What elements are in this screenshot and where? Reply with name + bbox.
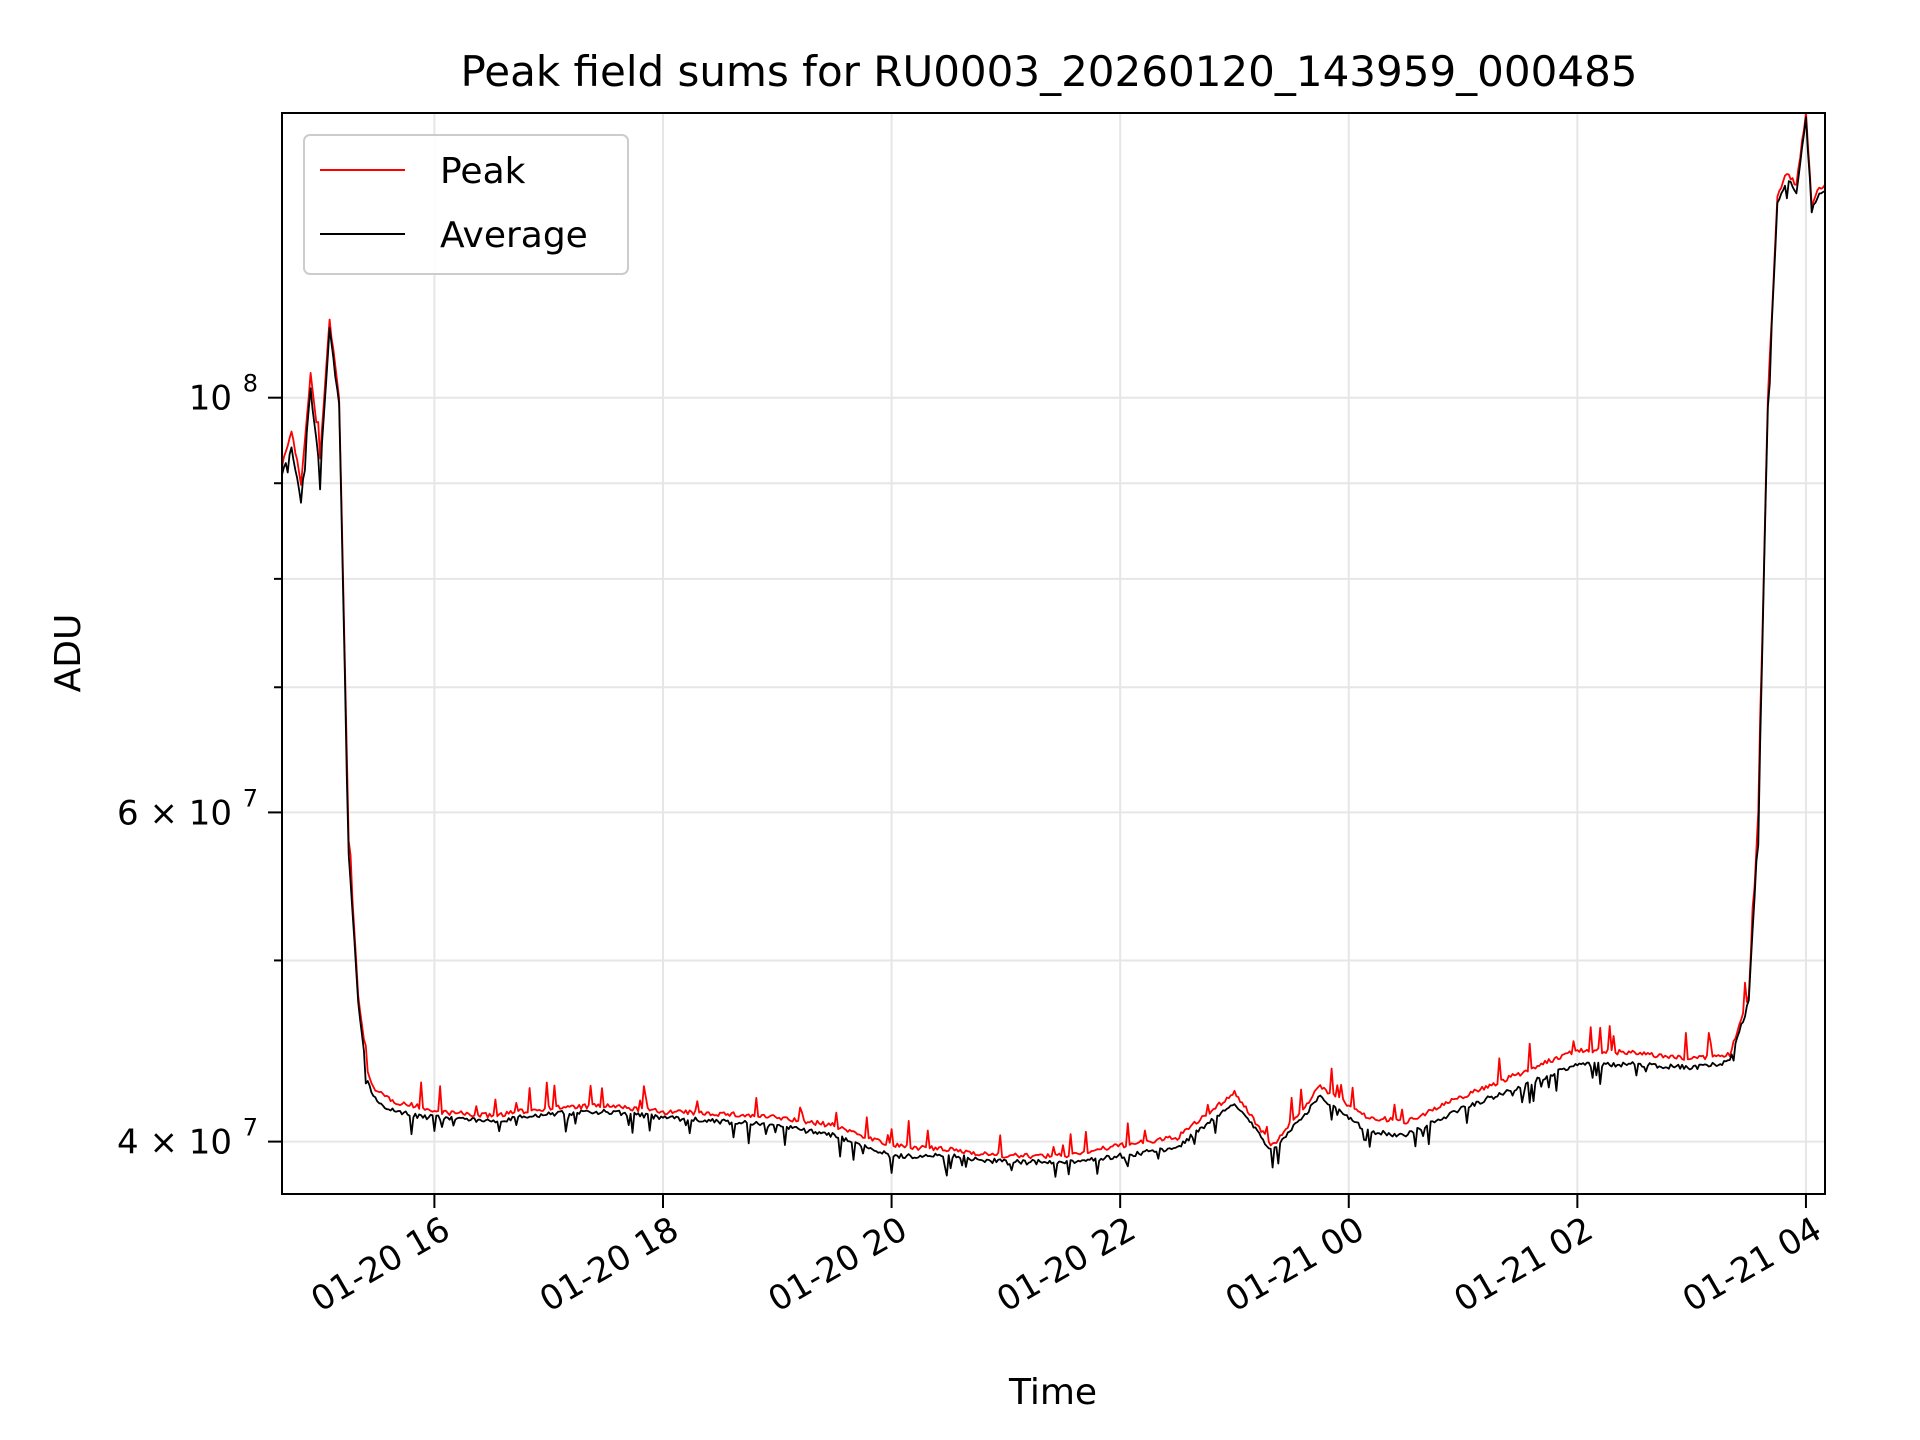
series-line-average (282, 116, 1825, 1178)
chart-title: Peak field sums for RU0003_20260120_1439… (460, 47, 1637, 96)
y-tick-label: 4 × 10 (117, 1123, 232, 1163)
y-tick-exponent: 7 (243, 784, 258, 812)
series-line-peak (282, 113, 1825, 1160)
y-tick-exponent: 8 (243, 370, 258, 398)
plot-area (282, 113, 1825, 1178)
y-tick-label: 6 × 10 (117, 793, 232, 833)
grid-lines (282, 113, 1825, 1194)
series-layer (282, 113, 1825, 1178)
legend: Peak Average (303, 134, 629, 275)
y-tick-label: 10 (189, 379, 232, 419)
axes-frame (281, 112, 1826, 1195)
y-axis-ticks: 4 × 10 7 6 × 10 7 10 8 (117, 370, 282, 1163)
legend-label-peak: Peak (440, 151, 526, 192)
x-axis-label: Time (1008, 1372, 1097, 1413)
legend-label-average: Average (440, 215, 588, 256)
y-axis-label: ADU (48, 614, 89, 693)
y-tick-exponent: 7 (243, 1114, 258, 1142)
